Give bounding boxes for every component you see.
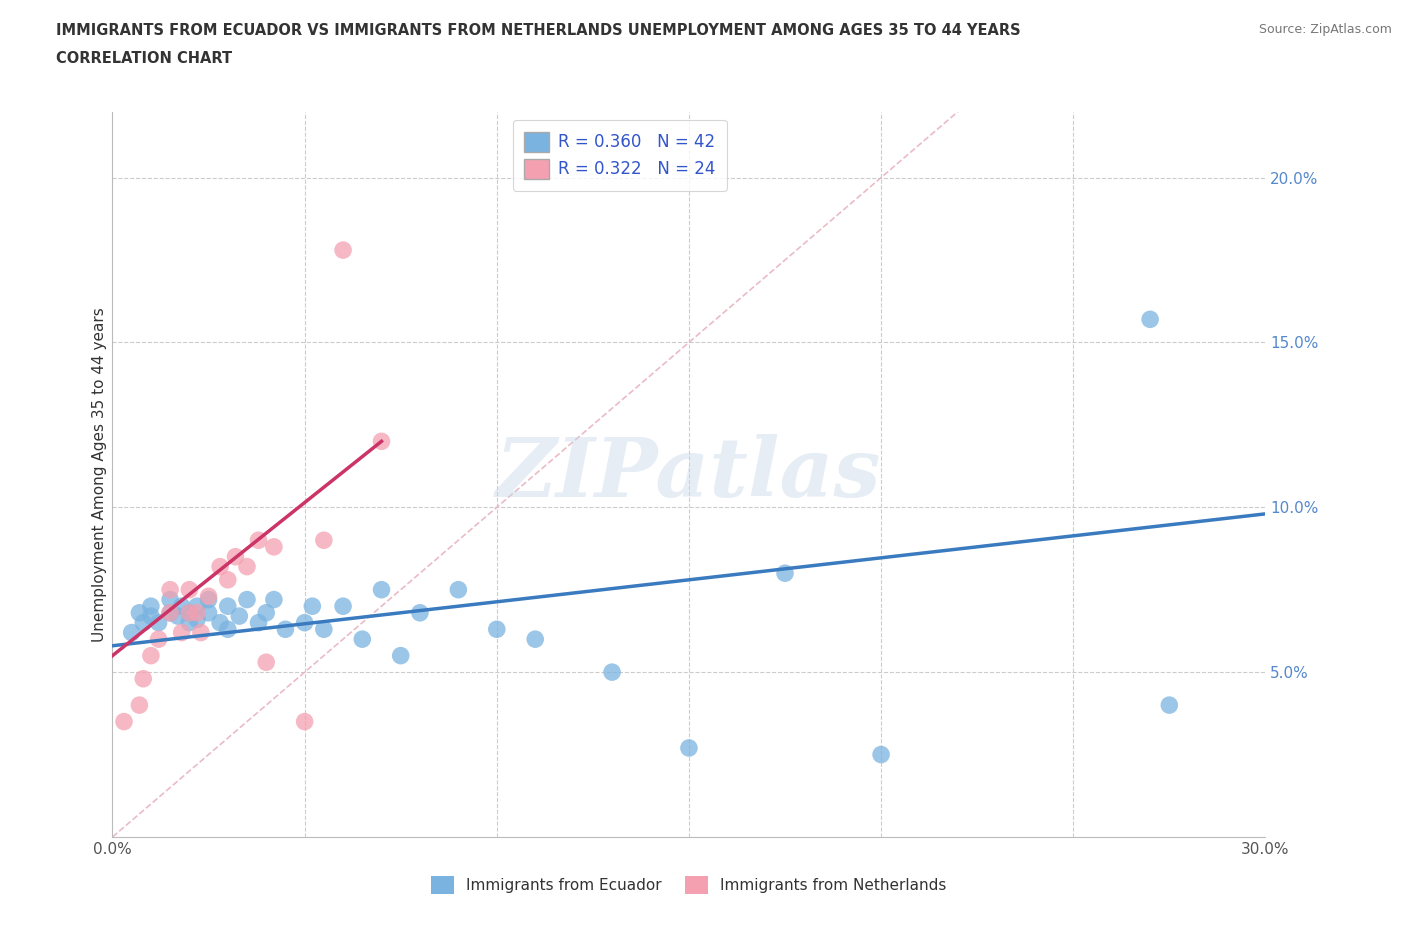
Point [139, 648, 162, 663]
Point [190, 625, 212, 640]
Point [159, 582, 181, 597]
Point [870, 747, 893, 762]
Point [217, 572, 239, 587]
Point [274, 622, 297, 637]
Point [370, 582, 392, 597]
Point [485, 622, 508, 637]
Text: ZIPatlas: ZIPatlas [496, 434, 882, 514]
Text: IMMIGRANTS FROM ECUADOR VS IMMIGRANTS FROM NETHERLANDS UNEMPLOYMENT AMONG AGES 3: IMMIGRANTS FROM ECUADOR VS IMMIGRANTS FR… [56, 23, 1021, 38]
Point [179, 616, 201, 631]
Point [263, 592, 285, 607]
Point [228, 608, 250, 623]
Point [148, 631, 170, 646]
Point [170, 599, 193, 614]
Point [159, 605, 181, 620]
Point [1139, 312, 1161, 326]
Point [186, 605, 208, 620]
Point [128, 698, 150, 712]
Point [159, 592, 181, 607]
Point [254, 655, 277, 670]
Point [139, 608, 162, 623]
Point [352, 631, 374, 646]
Point [186, 599, 208, 614]
Point [254, 605, 277, 620]
Point [312, 622, 335, 637]
Point [132, 616, 155, 631]
Point [170, 625, 193, 640]
Point [217, 622, 239, 637]
Point [179, 582, 201, 597]
Point [247, 533, 270, 548]
Legend: Immigrants from Ecuador, Immigrants from Netherlands: Immigrants from Ecuador, Immigrants from… [423, 868, 955, 902]
Point [447, 582, 470, 597]
Point [186, 612, 208, 627]
Point [524, 631, 547, 646]
Point [179, 605, 201, 620]
Point [600, 665, 623, 680]
Point [294, 714, 316, 729]
Point [236, 592, 259, 607]
Point [197, 589, 219, 604]
Point [301, 599, 323, 614]
Point [1159, 698, 1181, 712]
Point [773, 565, 796, 580]
Point [294, 616, 316, 631]
Point [332, 599, 354, 614]
Point [159, 605, 181, 620]
Point [224, 550, 246, 565]
Point [139, 599, 162, 614]
Point [197, 592, 219, 607]
Point [166, 608, 188, 623]
Point [209, 559, 232, 574]
Point [263, 539, 285, 554]
Text: CORRELATION CHART: CORRELATION CHART [56, 51, 232, 66]
Point [197, 605, 219, 620]
Y-axis label: Unemployment Among Ages 35 to 44 years: Unemployment Among Ages 35 to 44 years [91, 307, 107, 642]
Point [332, 243, 354, 258]
Point [128, 605, 150, 620]
Point [209, 616, 232, 631]
Point [217, 599, 239, 614]
Point [236, 559, 259, 574]
Point [179, 605, 201, 620]
Text: Source: ZipAtlas.com: Source: ZipAtlas.com [1258, 23, 1392, 36]
Point [370, 434, 392, 449]
Point [312, 533, 335, 548]
Point [132, 671, 155, 686]
Point [148, 616, 170, 631]
Point [112, 714, 135, 729]
Point [678, 740, 700, 755]
Point [247, 616, 270, 631]
Point [121, 625, 143, 640]
Point [409, 605, 432, 620]
Point [389, 648, 412, 663]
